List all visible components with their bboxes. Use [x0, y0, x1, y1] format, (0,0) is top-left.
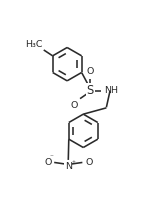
Text: H₃C: H₃C — [25, 40, 42, 49]
Text: O: O — [71, 101, 78, 110]
Text: S: S — [87, 84, 94, 97]
Text: O: O — [87, 67, 94, 76]
Text: O: O — [85, 158, 92, 167]
Text: ⁺: ⁺ — [71, 161, 75, 167]
Text: NH: NH — [104, 86, 118, 95]
Text: O: O — [44, 158, 52, 167]
Text: N: N — [65, 162, 72, 171]
Text: ⁻: ⁻ — [49, 154, 53, 160]
